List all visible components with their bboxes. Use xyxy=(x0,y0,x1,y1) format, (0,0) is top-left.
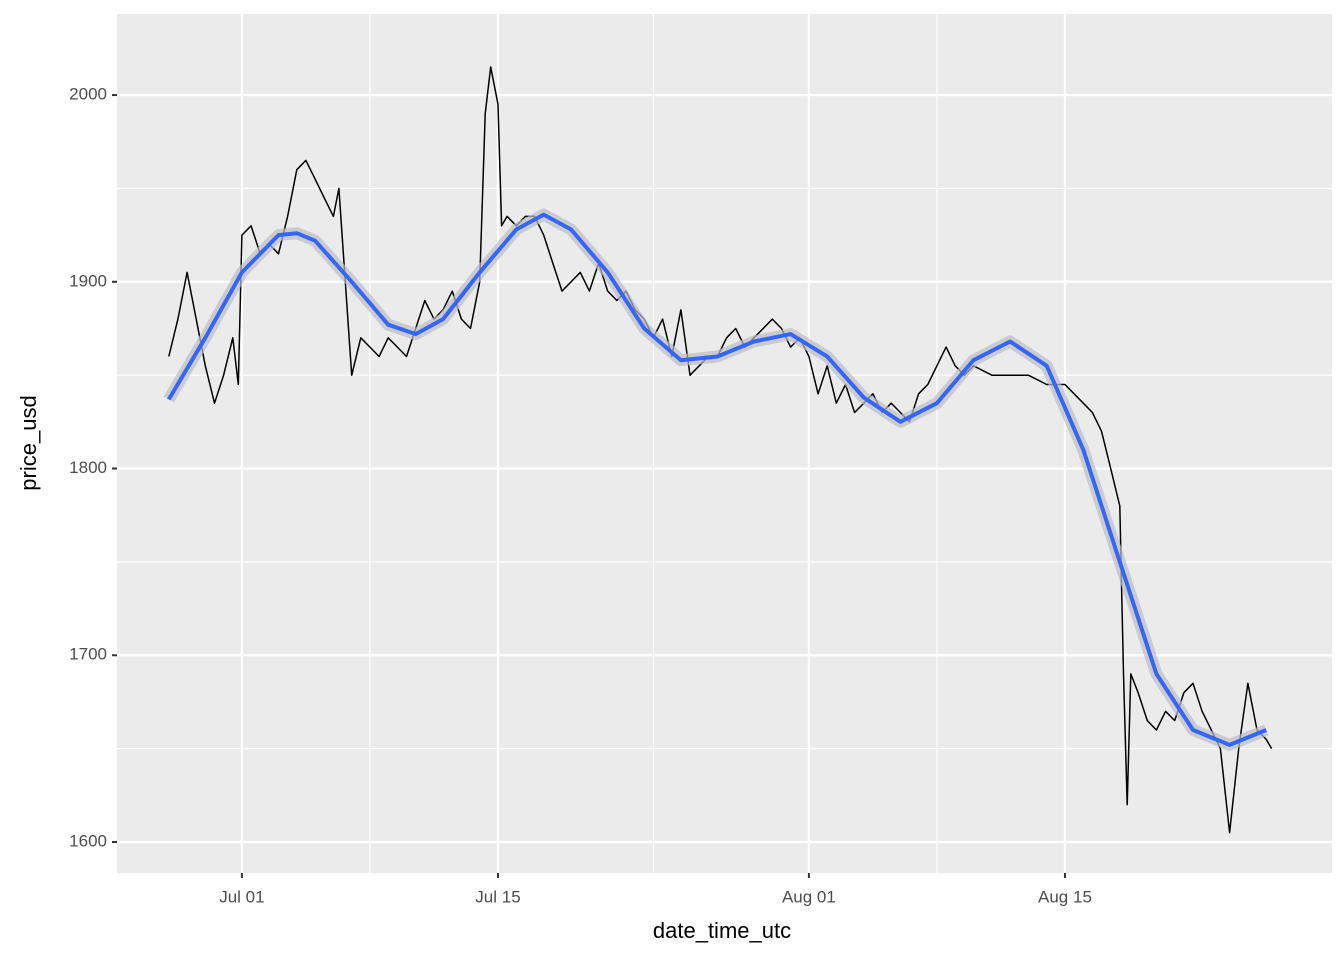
x-tick-label: Jul 01 xyxy=(219,887,264,906)
x-tick-label: Aug 15 xyxy=(1038,887,1092,906)
x-tick-label: Aug 01 xyxy=(782,887,836,906)
x-tick-label: Jul 15 xyxy=(475,887,520,906)
y-tick-label: 2000 xyxy=(69,85,107,104)
y-axis-title: price_usd xyxy=(16,395,41,490)
smooth-line xyxy=(167,212,1267,747)
price-line xyxy=(168,66,1273,834)
y-tick-label: 1900 xyxy=(69,271,107,290)
y-tick-label: 1800 xyxy=(69,458,107,477)
y-tick-label: 1600 xyxy=(69,831,107,850)
panel xyxy=(117,14,1332,873)
y-tick-label: 1700 xyxy=(69,645,107,664)
x-axis-title: date_time_utc xyxy=(653,918,791,943)
